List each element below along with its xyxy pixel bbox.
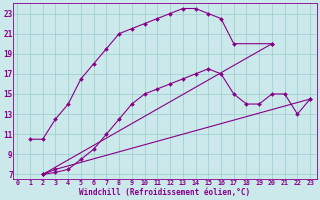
X-axis label: Windchill (Refroidissement éolien,°C): Windchill (Refroidissement éolien,°C) xyxy=(79,188,251,197)
